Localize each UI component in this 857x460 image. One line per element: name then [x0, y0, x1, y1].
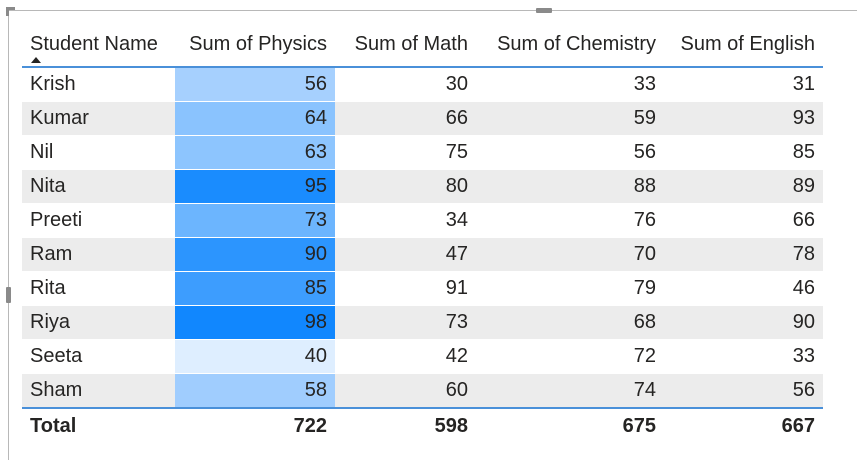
cell-math: 73: [335, 305, 476, 340]
column-header-student-name[interactable]: Student Name: [22, 22, 175, 68]
cell-physics: 58: [175, 373, 335, 409]
cell-physics: 73: [175, 203, 335, 238]
cell-student-name: Nil: [22, 135, 175, 170]
column-header-label: Student Name: [30, 32, 158, 55]
total-row: Total 722 598 675 667: [22, 407, 823, 443]
total-math: 598: [335, 407, 476, 443]
cell-physics: 64: [175, 101, 335, 136]
cell-student-name: Nita: [22, 169, 175, 204]
visual-frame-top-border: [8, 10, 857, 11]
cell-physics: 90: [175, 237, 335, 272]
column-header-physics[interactable]: Sum of Physics: [175, 22, 335, 68]
resize-corner-handle[interactable]: [6, 7, 15, 16]
cell-student-name: Kumar: [22, 101, 175, 136]
table-row[interactable]: Krish 56 30 33 31: [22, 67, 823, 102]
cell-chemistry: 70: [476, 237, 664, 272]
cell-student-name: Krish: [22, 67, 175, 102]
cell-english: 33: [664, 339, 823, 374]
cell-english: 66: [664, 203, 823, 238]
cell-math: 75: [335, 135, 476, 170]
table-row[interactable]: Rita 85 91 79 46: [22, 271, 823, 306]
column-header-label: Sum of Math: [354, 32, 468, 55]
table-row[interactable]: Seeta 40 42 72 33: [22, 339, 823, 374]
cell-chemistry: 79: [476, 271, 664, 306]
cell-student-name: Seeta: [22, 339, 175, 374]
sort-ascending-icon[interactable]: [31, 57, 41, 63]
cell-english: 93: [664, 101, 823, 136]
column-header-label: Sum of Physics: [189, 32, 327, 55]
column-header-chemistry[interactable]: Sum of Chemistry: [476, 22, 664, 68]
cell-chemistry: 56: [476, 135, 664, 170]
table-row[interactable]: Kumar 64 66 59 93: [22, 101, 823, 136]
resize-side-handle[interactable]: [6, 287, 11, 303]
table-row[interactable]: Ram 90 47 70 78: [22, 237, 823, 272]
cell-student-name: Rita: [22, 271, 175, 306]
cell-math: 80: [335, 169, 476, 204]
cell-english: 78: [664, 237, 823, 272]
cell-math: 30: [335, 67, 476, 102]
cell-math: 42: [335, 339, 476, 374]
table-visual: Student Name Sum of Physics Sum of Math …: [22, 22, 823, 443]
cell-english: 31: [664, 67, 823, 102]
cell-math: 34: [335, 203, 476, 238]
cell-physics: 56: [175, 67, 335, 102]
total-physics: 722: [175, 407, 335, 443]
total-chemistry: 675: [476, 407, 664, 443]
column-header-math[interactable]: Sum of Math: [335, 22, 476, 68]
cell-chemistry: 74: [476, 373, 664, 409]
cell-chemistry: 59: [476, 101, 664, 136]
header-row: Student Name Sum of Physics Sum of Math …: [22, 22, 823, 68]
cell-physics: 95: [175, 169, 335, 204]
cell-chemistry: 76: [476, 203, 664, 238]
cell-physics: 40: [175, 339, 335, 374]
table-body: Krish 56 30 33 31 Kumar 64 66 59 93 Nil 63 75 56 85 Nit…: [22, 67, 823, 409]
total-english: 667: [664, 407, 823, 443]
total-label: Total: [22, 407, 175, 443]
table-row[interactable]: Nita 95 80 88 89: [22, 169, 823, 204]
cell-math: 91: [335, 271, 476, 306]
cell-student-name: Ram: [22, 237, 175, 272]
cell-physics: 63: [175, 135, 335, 170]
cell-physics: 98: [175, 305, 335, 340]
cell-english: 85: [664, 135, 823, 170]
column-header-label: Sum of Chemistry: [497, 32, 656, 55]
table-row[interactable]: Sham 58 60 74 56: [22, 373, 823, 409]
table-row[interactable]: Riya 98 73 68 90: [22, 305, 823, 340]
cell-student-name: Riya: [22, 305, 175, 340]
table-row[interactable]: Preeti 73 34 76 66: [22, 203, 823, 238]
column-header-english[interactable]: Sum of English: [664, 22, 823, 68]
resize-top-handle[interactable]: [536, 8, 552, 13]
cell-english: 90: [664, 305, 823, 340]
cell-chemistry: 72: [476, 339, 664, 374]
cell-chemistry: 68: [476, 305, 664, 340]
cell-math: 66: [335, 101, 476, 136]
cell-chemistry: 33: [476, 67, 664, 102]
cell-student-name: Sham: [22, 373, 175, 409]
visual-frame-left-border: [8, 10, 9, 460]
cell-english: 89: [664, 169, 823, 204]
cell-chemistry: 88: [476, 169, 664, 204]
cell-math: 60: [335, 373, 476, 409]
cell-physics: 85: [175, 271, 335, 306]
cell-english: 56: [664, 373, 823, 409]
table-row[interactable]: Nil 63 75 56 85: [22, 135, 823, 170]
column-header-label: Sum of English: [680, 32, 815, 55]
cell-english: 46: [664, 271, 823, 306]
cell-student-name: Preeti: [22, 203, 175, 238]
data-table: Student Name Sum of Physics Sum of Math …: [22, 22, 823, 443]
cell-math: 47: [335, 237, 476, 272]
